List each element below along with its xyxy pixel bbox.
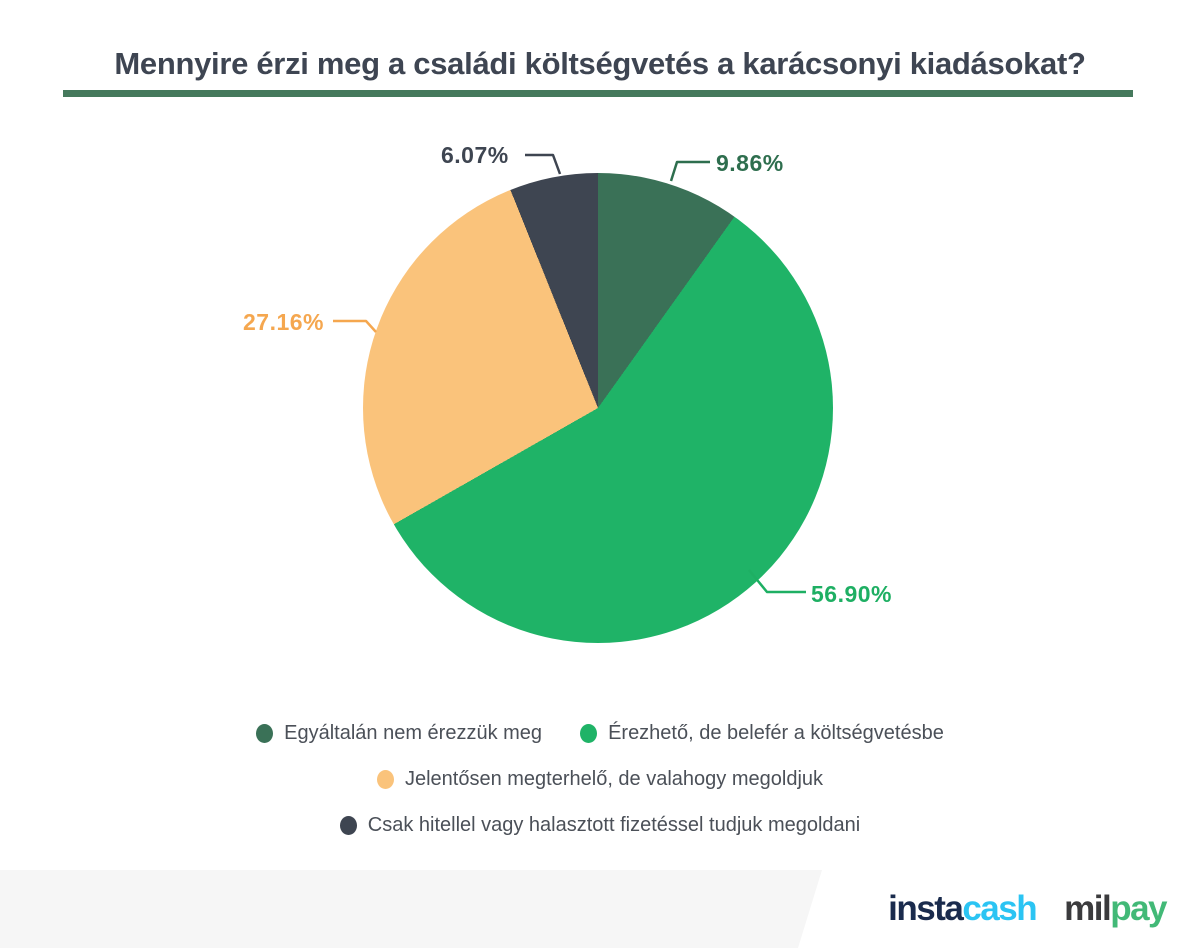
logo-part: pay (1110, 889, 1167, 928)
page-title: Mennyire érzi meg a családi költségvetés… (114, 46, 1086, 81)
legend-dot-icon (376, 770, 394, 789)
footer-logos: instacash milpay (888, 870, 1167, 948)
logo-part: insta (888, 889, 964, 928)
legend-item-slice-1: Érezhető, de belefér a költségvetésbe (580, 722, 944, 745)
legend-label: Jelentősen megterhelő, de valahogy megol… (404, 768, 824, 790)
legend-row-2: Jelentősen megterhelő, de valahogy megol… (376, 768, 824, 791)
title-underline (63, 90, 1133, 97)
leader-line-slice-0 (669, 160, 710, 182)
pie-chart (363, 173, 833, 643)
legend-row-1: Egyáltalán nem érezzük meg Érezhető, de … (256, 722, 944, 745)
legend-item-slice-0: Egyáltalán nem érezzük meg (256, 722, 542, 745)
legend-label: Egyáltalán nem érezzük meg (284, 722, 543, 744)
legend-row-3: Csak hitellel vagy halasztott fizetéssel… (339, 814, 861, 837)
legend-dot-icon (339, 816, 357, 835)
pie-value-label-slice-2: 27.16% (243, 309, 325, 335)
logo-part: cash (962, 889, 1037, 928)
leader-line-slice-3 (525, 153, 562, 175)
pie-value-label-slice-0: 9.86% (716, 150, 784, 176)
footer: instacash milpay (0, 870, 1200, 948)
legend-label: Érezhető, de belefér a költségvetésbe (608, 722, 944, 744)
pie-value-label-slice-3: 6.07% (441, 142, 509, 168)
legend: Egyáltalán nem érezzük meg Érezhető, de … (0, 722, 1200, 837)
legend-item-slice-3: Csak hitellel vagy halasztott fizetéssel… (339, 814, 861, 837)
footer-band-shape (0, 870, 822, 948)
legend-dot-icon (256, 724, 274, 743)
leader-line-slice-2 (333, 319, 377, 333)
pie-value-label-slice-1: 56.90% (811, 581, 893, 607)
legend-dot-icon (580, 724, 598, 743)
legend-label: Csak hitellel vagy halasztott fizetéssel… (367, 814, 861, 836)
milpay-logo: milpay (1064, 889, 1167, 929)
logo-part: mil (1064, 889, 1112, 928)
legend-item-slice-2: Jelentősen megterhelő, de valahogy megol… (376, 768, 824, 791)
instacash-logo: instacash (888, 889, 1037, 929)
